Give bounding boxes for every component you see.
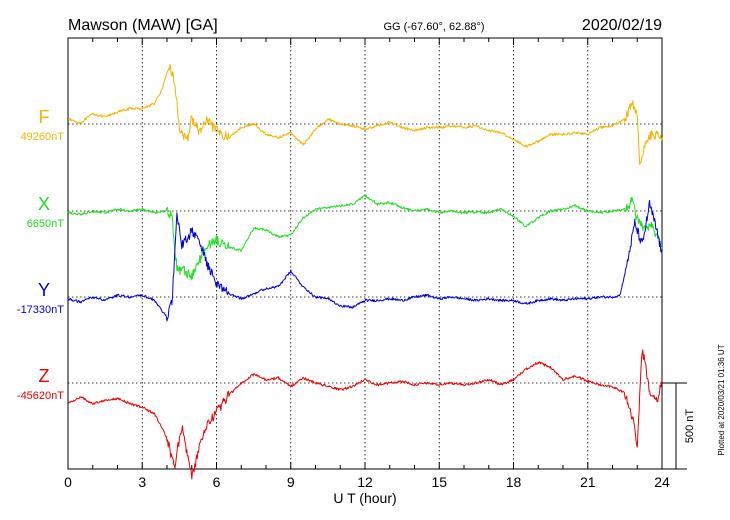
component-name-y: Y bbox=[38, 280, 50, 300]
plotted-at-note: Plotted at 2020/03/21 01:36 UT bbox=[717, 344, 726, 455]
component-name-z: Z bbox=[39, 366, 50, 386]
x-tick-label-0: 0 bbox=[64, 474, 72, 490]
x-tick-label-21: 21 bbox=[580, 474, 596, 490]
station-title: Mawson (MAW) [GA] bbox=[68, 17, 218, 34]
x-tick-label-9: 9 bbox=[287, 474, 295, 490]
x-tick-label-6: 6 bbox=[213, 474, 221, 490]
component-labels: F 49260nT X 6650nT Y -17330nT Z -45620nT bbox=[17, 107, 64, 402]
grid-lines bbox=[68, 38, 662, 469]
trace-y bbox=[67, 199, 663, 322]
x-tick-label-3: 3 bbox=[138, 474, 146, 490]
x-tick-label-18: 18 bbox=[506, 474, 522, 490]
scale-bar-label: 500 nT bbox=[684, 409, 696, 444]
baseline-label-f: 49260nT bbox=[21, 131, 65, 143]
baseline-label-z: -45620nT bbox=[17, 390, 64, 402]
component-traces bbox=[67, 63, 663, 480]
x-tick-label-15: 15 bbox=[431, 474, 447, 490]
baseline-label-y: -17330nT bbox=[17, 304, 64, 316]
x-tick-label-24: 24 bbox=[654, 474, 670, 490]
component-name-x: X bbox=[38, 194, 50, 214]
baseline-label-x: 6650nT bbox=[27, 218, 65, 230]
x-tick-label-12: 12 bbox=[357, 474, 373, 490]
scale-bar: 500 nT bbox=[662, 382, 696, 470]
trace-f bbox=[67, 63, 663, 166]
plot-date: 2020/02/19 bbox=[582, 17, 662, 34]
station-coordinates: GG (-67.60°, 62.88°) bbox=[383, 21, 484, 33]
trace-x bbox=[67, 194, 663, 281]
x-axis-label: U T (hour) bbox=[333, 490, 396, 506]
x-axis-ticks: 0 3 6 9 12 15 18 21 24 bbox=[64, 38, 670, 490]
component-name-f: F bbox=[39, 107, 50, 127]
trace-z bbox=[67, 349, 663, 480]
